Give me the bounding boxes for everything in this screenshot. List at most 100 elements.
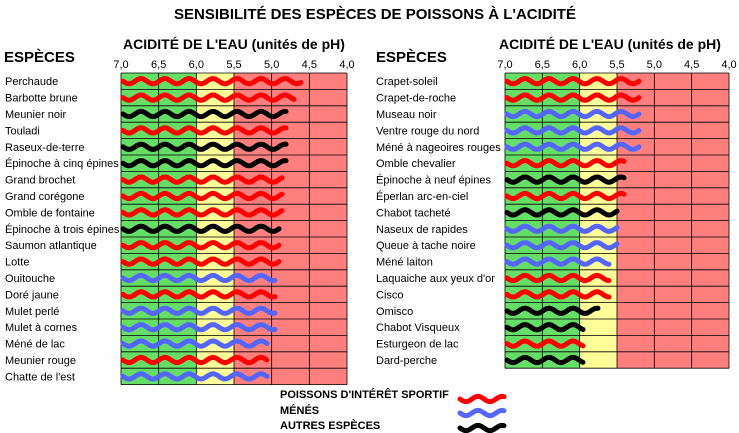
right-tolerance-bar <box>504 92 642 103</box>
right-tolerance-bar <box>504 272 612 284</box>
left-axis-title: ACIDITÉ DE L'EAU (unités de pH) <box>123 36 345 52</box>
legend-item-sport: POISSONS D'INTÉRÊT SPORTIF <box>280 388 507 405</box>
right-x-tick: 5,5 <box>609 59 624 71</box>
right-species-label: Chabot tacheté <box>376 207 451 219</box>
left-tolerance-bar <box>120 305 278 316</box>
left-species-label: Mulet à cornes <box>5 322 78 334</box>
legend-item-autre: AUTRES ESPÈCES <box>280 419 507 433</box>
left-tolerance-bar <box>120 174 285 185</box>
left-species-label: Doré jaune <box>5 289 59 301</box>
right-x-tick: 4,0 <box>721 59 736 71</box>
left-species-label: Ouitouche <box>5 273 55 285</box>
left-species-label: Meunier rouge <box>5 355 76 367</box>
right-grid <box>504 72 730 369</box>
left-species-label: Raseux-de-terre <box>5 142 84 154</box>
right-species-label: Omisco <box>376 306 413 318</box>
left-tolerance-bar <box>120 207 285 218</box>
right-species-label: Crapet-de-roche <box>376 93 456 105</box>
legend-label-mene: MÉNÉS <box>280 404 319 417</box>
right-tolerance-bar <box>504 190 627 202</box>
right-tolerance-bar <box>504 223 620 234</box>
legend: POISSONS D'INTÉRÊT SPORTIF MÉNÉS AUTRES … <box>280 388 507 433</box>
left-tolerance-bar <box>120 272 278 284</box>
left-x-tick: 6,0 <box>189 59 204 71</box>
left-tolerance-bar <box>120 338 270 349</box>
right-tolerance-bar <box>504 240 620 251</box>
right-chart-panel: ESPÈCES ACIDITÉ DE L'EAU (unités de pH) … <box>376 36 737 369</box>
legend-swatch-sport <box>457 393 507 405</box>
left-tolerance-bar <box>120 289 278 300</box>
right-tolerance-bar <box>504 256 612 267</box>
legend-item-mene: MÉNÉS <box>280 404 507 419</box>
left-species-label: Grand corégone <box>5 191 85 203</box>
right-species-header: ESPÈCES <box>376 49 447 66</box>
left-species-label: Omble de fontaine <box>5 207 95 219</box>
left-tolerance-bar <box>120 354 270 366</box>
left-tolerance-bar <box>120 190 285 202</box>
left-tolerance-bar <box>120 240 282 251</box>
left-x-tick-labels: 7,0 6,5 6,0 5,5 5,0 4,5 4,0 <box>113 59 354 71</box>
right-tolerance-bar <box>504 141 642 152</box>
left-species-label: Épinoche à trois épines <box>5 223 120 236</box>
left-species-label: Saumon atlantique <box>5 240 97 252</box>
legend-swatch-mene <box>457 407 507 419</box>
right-species-label: Esturgeon de lac <box>376 339 459 351</box>
left-species-label: Mulet perlé <box>5 306 59 318</box>
legend-label-autre: AUTRES ESPÈCES <box>280 419 380 432</box>
left-species-label: Lotte <box>5 257 29 269</box>
right-x-tick: 6,5 <box>535 59 550 71</box>
left-x-tick: 5,0 <box>264 59 279 71</box>
left-x-tick: 4,5 <box>302 59 317 71</box>
left-tolerance-bar <box>120 125 289 136</box>
right-species-label: Naseux de rapides <box>376 224 468 236</box>
left-tolerance-bar <box>120 108 289 120</box>
right-x-tick-labels: 7,0 6,5 6,0 5,5 5,0 4,5 4,0 <box>497 59 736 71</box>
right-species-label: Ventre rouge du nord <box>376 125 479 137</box>
right-tolerance-bar <box>504 125 642 136</box>
left-species-labels: Perchaude Barbotte brune Meunier noir Toula… <box>5 76 120 383</box>
left-tolerance-bar <box>120 322 278 333</box>
right-x-tick: 4,5 <box>684 59 699 71</box>
right-tolerance-bar <box>504 174 627 185</box>
left-x-tick: 7,0 <box>113 59 128 71</box>
legend-label-sport: POISSONS D'INTÉRÊT SPORTIF <box>280 388 449 401</box>
left-tolerance-bar <box>120 92 297 103</box>
left-x-tick: 6,5 <box>151 59 166 71</box>
right-species-label: Épinoche à neuf épines <box>376 174 491 187</box>
right-tolerance-bar <box>504 158 627 169</box>
right-species-label: Crapet-soleil <box>376 76 438 88</box>
right-tolerance-bar <box>504 207 620 218</box>
right-species-label: Museau noir <box>376 109 437 121</box>
right-species-label: Méné à nageoires rouges <box>376 142 501 154</box>
left-species-label: Touladi <box>5 125 40 137</box>
right-tolerance-bar <box>504 76 642 87</box>
right-species-label: Dard-perche <box>376 355 437 367</box>
left-species-label: Perchaude <box>5 76 58 88</box>
right-tolerance-bar <box>504 305 601 316</box>
left-species-label: Méné de lac <box>5 339 65 351</box>
right-species-label: Cisco <box>376 289 404 301</box>
right-tolerance-bar <box>504 338 586 349</box>
left-species-label: Barbotte brune <box>5 93 78 105</box>
right-species-label: Laquaiche aux yeux d'or <box>376 273 495 285</box>
left-tolerance-bar <box>120 141 289 152</box>
right-species-label: Chabot Visqueux <box>376 322 460 334</box>
right-x-tick: 7,0 <box>497 59 512 71</box>
right-species-label: Éperlan arc-en-ciel <box>376 190 468 203</box>
left-tolerance-bar <box>120 223 282 234</box>
figure-title: SENSIBILITÉ DES ESPÈCES DE POISSONS À L'… <box>174 6 576 23</box>
left-tolerance-bar <box>120 76 304 87</box>
left-species-label: Grand brochet <box>5 175 75 187</box>
right-tolerance-bar <box>504 108 642 120</box>
left-species-label: Chatte de l'est <box>5 371 75 383</box>
left-tolerance-bar <box>120 371 270 382</box>
right-tolerance-bar <box>504 354 586 366</box>
right-tolerance-bars <box>504 76 642 366</box>
right-species-label: Queue à tache noire <box>376 240 476 252</box>
left-species-label: Épinoche à cinq épines <box>5 157 119 170</box>
left-chart-panel: ESPÈCES ACIDITÉ DE L'EAU (unités de pH) … <box>4 36 355 386</box>
right-tolerance-bar <box>504 289 612 300</box>
right-species-labels: Crapet-soleil Crapet-de-roche Museau noir V… <box>376 76 501 367</box>
right-x-tick: 6,0 <box>572 59 587 71</box>
